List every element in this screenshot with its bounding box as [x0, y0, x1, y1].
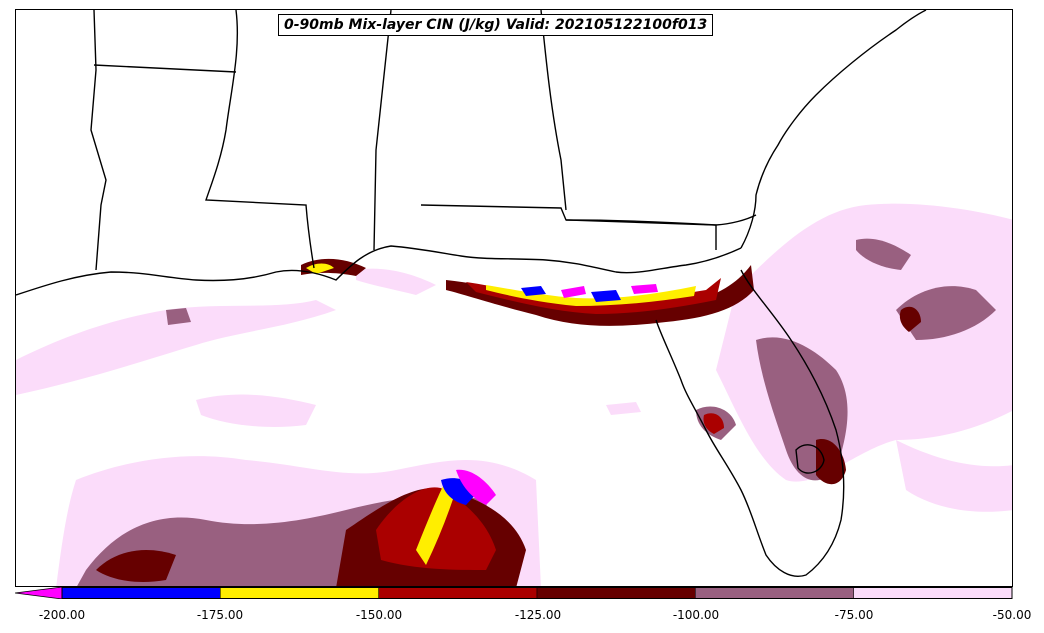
- colorbar-segment: [220, 587, 379, 599]
- colorbar-tick-label: -125.00: [514, 608, 562, 622]
- cin-area-darkred-florida: [816, 439, 846, 485]
- colorbar-tick-label: -50.00: [992, 608, 1032, 622]
- cin-area-mauve-east-2: [856, 238, 911, 270]
- colorbar-segments: [61, 587, 1013, 599]
- boundary-la-ar: [93, 64, 237, 73]
- cin-area-blue-coast: [521, 286, 621, 302]
- cin-area-yellow-south: [416, 480, 456, 565]
- colorbar-segment: [61, 587, 221, 599]
- cin-area-red-coast: [466, 278, 721, 314]
- coastline-gulf: [16, 245, 742, 296]
- cin-area-light-spot-1: [606, 402, 641, 415]
- colorbar-segment: [695, 587, 854, 599]
- colorbar-segment: [378, 587, 538, 599]
- cin-area-darkred-coast: [446, 265, 754, 326]
- cin-area-magenta-coast: [561, 284, 658, 298]
- cin-area-magenta-south: [456, 469, 496, 505]
- cin-area-darkred-east: [899, 306, 921, 332]
- cin-map: [16, 10, 1012, 586]
- colorbar-tick-label: -200.00: [38, 608, 86, 622]
- lake-okeechobee: [795, 444, 825, 474]
- boundary-ga-fl: [565, 214, 757, 226]
- cin-area-light-spot-2: [356, 268, 436, 295]
- map-panel: [15, 9, 1013, 587]
- colorbar-tick-label: -100.00: [672, 608, 720, 622]
- boundary-ms-river: [205, 10, 315, 269]
- colorbar-tick-label: -175.00: [196, 608, 244, 622]
- boundary-la-ms: [90, 10, 107, 271]
- colorbar-segment: [853, 587, 1013, 599]
- colorbar-under-arrow: [15, 587, 63, 599]
- cin-area-yellow-coast: [486, 285, 696, 306]
- cin-field: [16, 203, 1012, 586]
- cin-area-light-east: [896, 440, 1012, 512]
- cin-area-light-mid: [196, 394, 316, 427]
- cin-area-mauve-east-1: [896, 286, 996, 340]
- cin-area-red-tampa: [703, 413, 724, 434]
- colorbar-segment: [536, 587, 696, 599]
- boundary-al-ga: [540, 10, 567, 211]
- boundary-ms-al: [373, 10, 392, 251]
- cin-area-mauve-west: [166, 308, 191, 325]
- colorbar: [15, 587, 1013, 599]
- cin-area-light-gulf-west: [16, 300, 336, 395]
- cin-area-darkred-south: [96, 550, 176, 582]
- colorbar-tick-label: -150.00: [355, 608, 403, 622]
- colorbar-tick-label: -75.00: [834, 608, 874, 622]
- colorbar-outline: [61, 587, 1013, 599]
- map-title: 0-90mb Mix-layer CIN (J/kg) Valid: 20210…: [278, 14, 714, 36]
- boundary-al-fl: [420, 204, 717, 250]
- coastline-florida-west: [655, 269, 845, 577]
- coastline-florida: [740, 10, 927, 249]
- basemap-lines: [16, 10, 927, 577]
